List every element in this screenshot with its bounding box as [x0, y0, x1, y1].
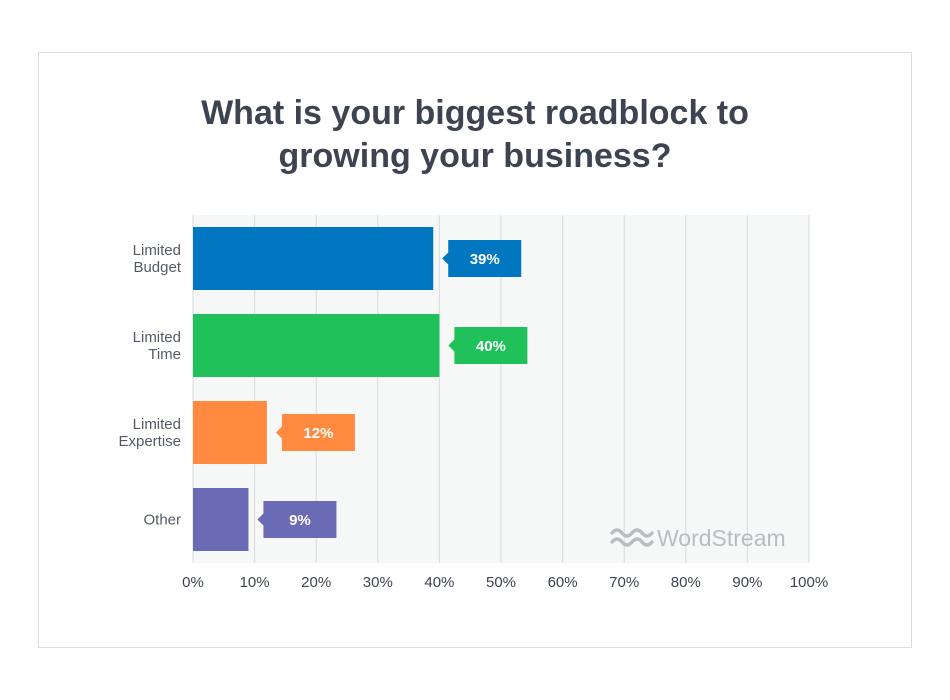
- x-tick-label: 0%: [182, 574, 204, 591]
- x-tick-label: 30%: [363, 574, 393, 591]
- x-tick-label: 70%: [609, 574, 639, 591]
- value-label-callout: [442, 240, 522, 277]
- value-label: 40%: [476, 338, 506, 355]
- value-label: 39%: [470, 251, 500, 268]
- x-tick-label: 10%: [240, 574, 270, 591]
- value-label-callout: [257, 501, 337, 538]
- category-label: Limited Expertise: [118, 416, 181, 450]
- category-label: Limited Time: [133, 329, 181, 363]
- category-label: Limited Budget: [133, 242, 182, 276]
- bars: 39% 40% 12% 9%: [193, 227, 528, 551]
- watermark: WordStream: [610, 525, 786, 551]
- bar: [193, 488, 249, 551]
- x-tick-label: 80%: [671, 574, 701, 591]
- x-tick-label: 20%: [301, 574, 331, 591]
- x-tick-label: 90%: [732, 574, 762, 591]
- value-label: 9%: [289, 512, 311, 529]
- value-label-callout: [275, 414, 355, 451]
- bar: [193, 227, 434, 290]
- value-label-callout: [448, 327, 528, 364]
- x-tick-label: 100%: [790, 574, 828, 591]
- bar: [193, 401, 267, 464]
- value-label: 12%: [303, 425, 333, 442]
- category-label: Other: [143, 512, 181, 529]
- chart-title-line-2: growing your business?: [278, 137, 672, 175]
- x-tick-label: 60%: [548, 574, 578, 591]
- watermark-text: WordStream: [657, 525, 786, 551]
- x-axis-ticks: 0% 10% 20% 30% 40% 50% 60% 70% 80% 90% 100%: [182, 574, 828, 591]
- chart-title: What is your biggest roadblock to growin…: [0, 92, 950, 178]
- x-tick-label: 40%: [424, 574, 454, 591]
- wave-logo-icon: [610, 528, 654, 547]
- chart-title-line-1: What is your biggest roadblock to: [201, 94, 749, 132]
- category-labels: Limited Budget Limited Time Limited Expertise…: [118, 242, 181, 529]
- x-tick-label: 50%: [486, 574, 516, 591]
- bar: [193, 314, 440, 377]
